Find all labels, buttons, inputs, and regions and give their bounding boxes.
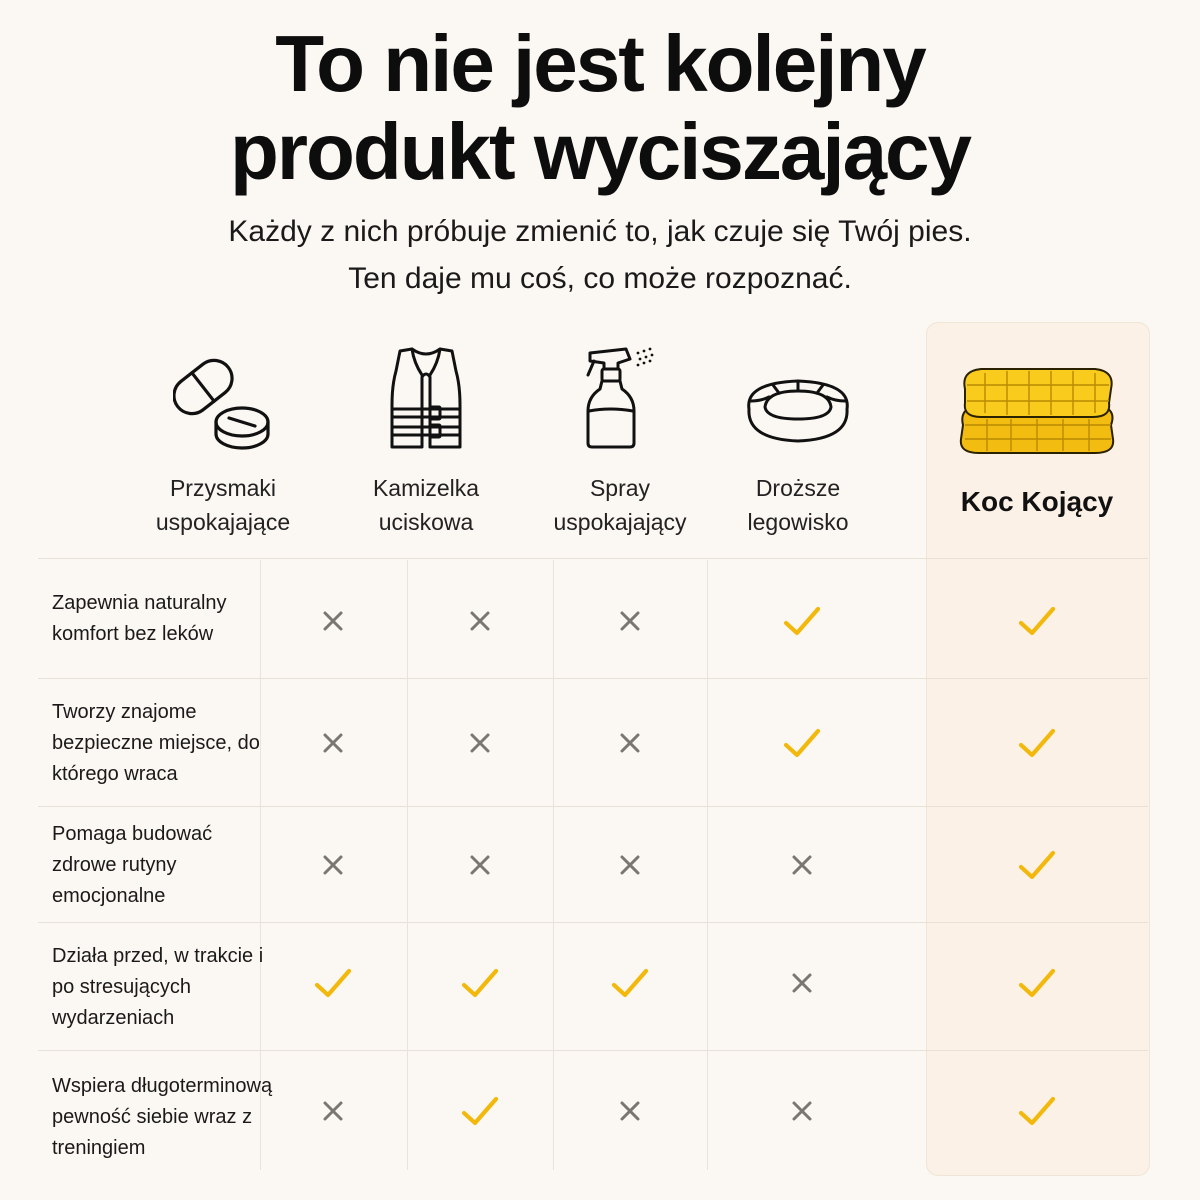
column-label: Przysmaki uspokajające <box>155 475 291 535</box>
cross-icon <box>313 845 353 885</box>
cross-icon <box>313 723 353 763</box>
column-label: Spray uspokajający <box>553 475 687 535</box>
column-label-highlighted: Koc Kojący <box>960 486 1114 517</box>
cross-icon <box>610 601 650 641</box>
check-icon <box>1017 845 1057 885</box>
row-divider <box>38 806 1148 807</box>
page-title: To nie jest kolejny produkt wyciszający <box>0 20 1200 196</box>
row-divider <box>38 1050 1148 1051</box>
row-label: Zapewnia naturalny komfort bez leków <box>52 592 227 645</box>
cross-icon <box>782 963 822 1003</box>
cross-icon <box>460 601 500 641</box>
check-icon <box>460 963 500 1003</box>
row-divider <box>38 558 1148 559</box>
row-divider <box>38 678 1148 679</box>
subtitle-line-2: Ten daje mu coś, co może rozpoznać. <box>348 262 852 295</box>
spray-bottle-icon <box>580 345 660 456</box>
row-label: Pomaga budować zdrowe rutyny emocjonalne <box>52 823 213 907</box>
subtitle-line-1: Każdy z nich próbuje zmienić to, jak czu… <box>228 215 972 248</box>
check-icon <box>460 1091 500 1131</box>
cross-icon <box>610 1091 650 1131</box>
cross-icon <box>610 845 650 885</box>
pills-icon <box>172 345 273 456</box>
cross-icon <box>313 1091 353 1131</box>
column-divider <box>407 560 408 1170</box>
cross-icon <box>460 845 500 885</box>
check-icon <box>1017 601 1057 641</box>
page-subtitle: Każdy z nich próbuje zmienić to, jak czu… <box>0 208 1200 302</box>
check-icon <box>313 963 353 1003</box>
blanket-icon <box>955 363 1119 462</box>
cross-icon <box>460 723 500 763</box>
check-icon <box>1017 1091 1057 1131</box>
cross-icon <box>782 1091 822 1131</box>
column-label: Kamizelka uciskowa <box>372 475 480 535</box>
column-header-blanket: Koc Kojący <box>947 345 1127 545</box>
cross-icon <box>610 723 650 763</box>
column-divider <box>553 560 554 1170</box>
column-label: Droższe legowisko <box>747 475 849 535</box>
column-header-vest: Kamizelka uciskowa <box>336 345 516 545</box>
column-header-bed: Droższe legowisko <box>708 345 888 545</box>
row-label: Tworzy znajome bezpieczne miejsce, do kt… <box>52 701 260 785</box>
check-icon <box>1017 723 1057 763</box>
vest-icon <box>386 345 466 456</box>
column-divider <box>707 560 708 1170</box>
cross-icon <box>782 845 822 885</box>
check-icon <box>782 723 822 763</box>
row-label: Wspiera długoterminową pewność siebie wr… <box>52 1075 273 1159</box>
row-divider <box>38 922 1148 923</box>
check-icon <box>610 963 650 1003</box>
column-header-spray: Spray uspokajający <box>530 345 710 545</box>
check-icon <box>782 601 822 641</box>
cross-icon <box>313 601 353 641</box>
title-line-2: produkt wyciszający <box>229 107 972 196</box>
dog-bed-icon <box>743 373 853 454</box>
row-label: Działa przed, w trakcie i po stresującyc… <box>52 945 264 1029</box>
check-icon <box>1017 963 1057 1003</box>
title-line-1: To nie jest kolejny <box>275 19 927 108</box>
column-header-treats: Przysmaki uspokajające <box>133 345 313 545</box>
column-divider <box>260 560 261 1170</box>
